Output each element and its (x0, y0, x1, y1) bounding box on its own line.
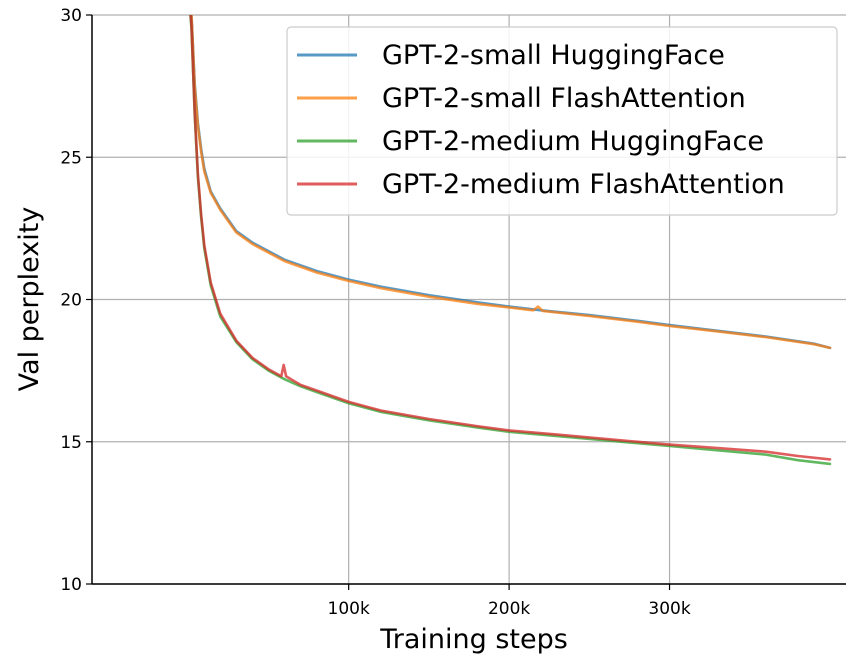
y-tick-label: 30 (60, 6, 82, 26)
x-axis-label: Training steps (379, 624, 568, 655)
legend: GPT-2-small HuggingFace GPT-2-small Flash… (286, 26, 838, 216)
legend-label-3: GPT-2-medium HuggingFace (382, 126, 764, 157)
legend-label-4: GPT-2-medium FlashAttention (382, 169, 785, 200)
x-tick-label: 200k (488, 599, 530, 619)
legend-label-2: GPT-2-small FlashAttention (382, 83, 746, 114)
series-line-2 (190, 15, 832, 350)
series-group (189, 15, 832, 466)
y-tick-label: 10 (60, 575, 82, 595)
y-tick-label: 20 (60, 291, 82, 311)
y-ticks: 10 15 20 25 30 (60, 6, 92, 595)
x-tick-label: 100k (328, 599, 370, 619)
x-ticks: 100k 200k 300k (328, 584, 691, 619)
y-tick-label: 15 (60, 433, 82, 453)
y-tick-label: 25 (60, 148, 82, 168)
legend-label-1: GPT-2-small HuggingFace (382, 40, 725, 71)
x-tick-label: 300k (648, 599, 690, 619)
y-axis-label: Val perplexity (14, 207, 45, 392)
legend-box (286, 26, 838, 216)
series-line-4 (189, 15, 832, 461)
